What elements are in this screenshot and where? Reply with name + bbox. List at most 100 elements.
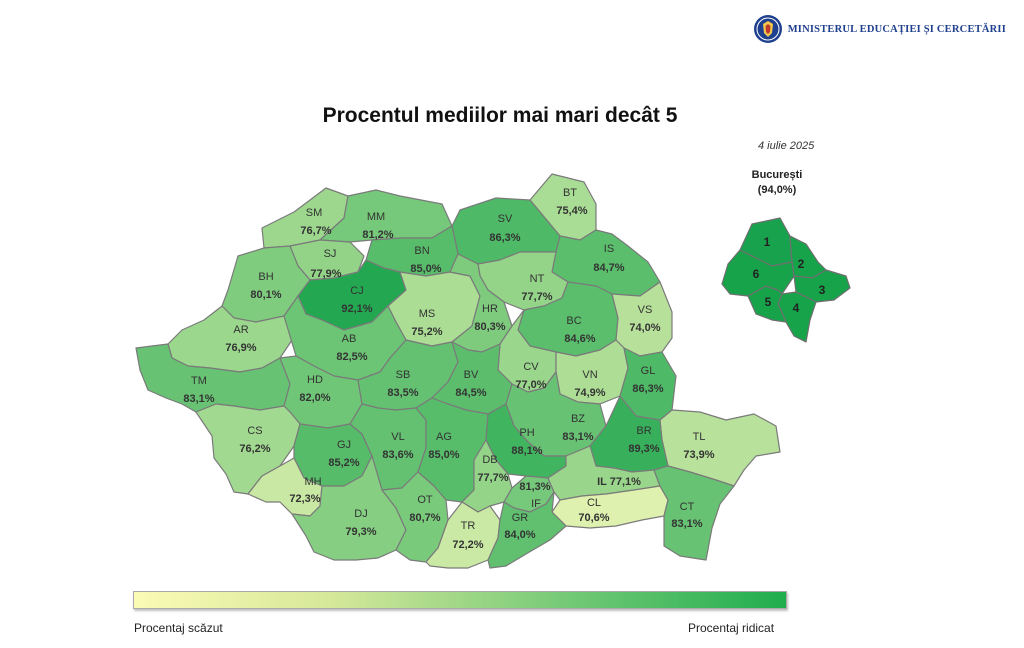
bucharest-sector-label-4: 4	[793, 301, 800, 315]
county-value-bv: 84,5%	[455, 387, 486, 399]
county-value-hd: 82,0%	[299, 392, 330, 404]
county-code-gl: GL	[641, 365, 656, 377]
map-title: Procentul mediilor mai mari decât 5	[322, 104, 678, 127]
county-value-mh: 72,3%	[289, 493, 320, 505]
county-value-br: 89,3%	[628, 443, 659, 455]
county-code-gr: GR	[512, 512, 529, 524]
county-value-gl: 86,3%	[632, 383, 663, 395]
bucharest-sector-6	[721, 249, 795, 297]
county-code-sj: SJ	[324, 248, 337, 260]
bucharest-sector-label-6: 6	[753, 267, 760, 281]
county-code-bc: BC	[566, 315, 581, 327]
county-code-ag: AG	[436, 431, 452, 443]
county-value-db: 77,7%	[477, 472, 508, 484]
county-value-sv: 86,3%	[489, 232, 520, 244]
county-value-bz: 83,1%	[562, 431, 593, 443]
county-value-bt: 75,4%	[556, 205, 587, 217]
county-gr	[487, 491, 567, 569]
county-value-tr: 72,2%	[452, 539, 483, 551]
bucharest-sector-label-5: 5	[765, 295, 772, 309]
county-value-hr: 80,3%	[474, 321, 505, 333]
county-ct	[653, 465, 735, 561]
county-code-ph: PH	[519, 427, 534, 439]
county-value-cv: 77,0%	[515, 379, 546, 391]
county-value-sm: 76,7%	[300, 225, 331, 237]
bucharest-sector-2	[789, 235, 827, 279]
county-value-cj: 92,1%	[341, 303, 372, 315]
county-code-dj: DJ	[354, 508, 367, 520]
bucharest-inset: 1 23 4 56	[721, 217, 851, 343]
bucharest-sector-label-3: 3	[819, 283, 826, 297]
county-value-ct: 83,1%	[671, 518, 702, 530]
county-code-db: DB	[482, 454, 497, 466]
county-code-ot: OT	[417, 494, 433, 506]
county-code-mm: MM	[367, 211, 385, 223]
county-code-tl: TL	[693, 431, 706, 443]
county-value-vs: 74,0%	[629, 322, 660, 334]
county-code-cs: CS	[247, 425, 262, 437]
county-value-ar: 76,9%	[225, 342, 256, 354]
bucharest-sector-label-2: 2	[798, 257, 805, 271]
county-code-bv: BV	[464, 369, 479, 381]
coat-of-arms-icon	[753, 15, 782, 43]
county-code-vs: VS	[638, 304, 653, 316]
county-value-gr: 84,0%	[504, 529, 535, 541]
county-code-ct: CT	[680, 501, 695, 513]
legend-high-label: Procentaj ridicat	[688, 621, 775, 635]
county-code-ms: MS	[419, 308, 436, 320]
county-code-nt: NT	[530, 273, 545, 285]
county-code-tm: TM	[191, 375, 207, 387]
county-code-tr: TR	[461, 520, 476, 532]
county-value-ph: 88,1%	[511, 445, 542, 457]
county-code-sm: SM	[306, 207, 323, 219]
bucharest-sector-label-1: 1	[764, 235, 771, 249]
county-value-vl: 83,6%	[382, 449, 413, 461]
county-code-vl: VL	[391, 431, 404, 443]
county-code-ar: AR	[233, 324, 248, 336]
county-value-bh: 80,1%	[250, 289, 281, 301]
bucharest-label: București	[751, 169, 803, 181]
county-code-br: BR	[636, 425, 651, 437]
county-value-ag: 85,0%	[428, 449, 459, 461]
county-code-hd: HD	[307, 374, 323, 386]
county-value-sj: 77,9%	[310, 268, 341, 280]
county-value-cl: 70,6%	[578, 512, 609, 524]
county-code-is: IS	[604, 243, 614, 255]
county-value-ab: 82,5%	[336, 351, 367, 363]
county-code-cl: CL	[587, 497, 601, 509]
county-value-if: 81,3%	[519, 481, 550, 493]
date-label: 4 iulie 2025	[758, 140, 815, 152]
county-code-ab: AB	[342, 333, 357, 345]
legend-gradient-bar	[133, 591, 787, 609]
county-value-cs: 76,2%	[239, 443, 270, 455]
county-code-bz: BZ	[571, 413, 585, 425]
county-code-cj: CJ	[350, 285, 363, 297]
county-value-vn: 74,9%	[574, 387, 605, 399]
county-value-gj: 85,2%	[328, 457, 359, 469]
county-value-ot: 80,7%	[409, 512, 440, 524]
county-code-cv: CV	[523, 361, 539, 373]
county-value-tl: 73,9%	[683, 449, 714, 461]
county-value-bn: 85,0%	[410, 263, 441, 275]
county-value-is: 84,7%	[593, 262, 624, 274]
counties-layer	[135, 173, 781, 569]
legend-low-label: Procentaj scăzut	[134, 621, 223, 635]
county-code-bh: BH	[258, 271, 273, 283]
county-code-vn: VN	[582, 369, 597, 381]
county-value-sb: 83,5%	[387, 387, 418, 399]
labels-layer: SM 76,7% MM 81,2% BT 75,4% SV 86,3% SJ 77,9% BN 85,…	[183, 187, 714, 551]
county-code-if: IF	[531, 498, 541, 510]
county-code-mh: MH	[304, 476, 321, 488]
county-code-sv: SV	[498, 213, 513, 225]
bucharest-title: București (94,0%)	[741, 168, 813, 198]
county-code-sb: SB	[396, 369, 411, 381]
county-code-hr: HR	[482, 303, 498, 315]
ministry-name: MINISTERUL EDUCAȚIEI ȘI CERCETĂRII	[787, 23, 1006, 35]
ministry-header: MINISTERUL EDUCAȚIEI ȘI CERCETĂRII	[753, 14, 1006, 44]
county-value-dj: 79,3%	[345, 526, 376, 538]
bucharest-value: (94,0%)	[757, 184, 797, 196]
county-value-nt: 77,7%	[521, 291, 552, 303]
county-value-tm: 83,1%	[183, 393, 214, 405]
county-code-gj: GJ	[337, 439, 351, 451]
